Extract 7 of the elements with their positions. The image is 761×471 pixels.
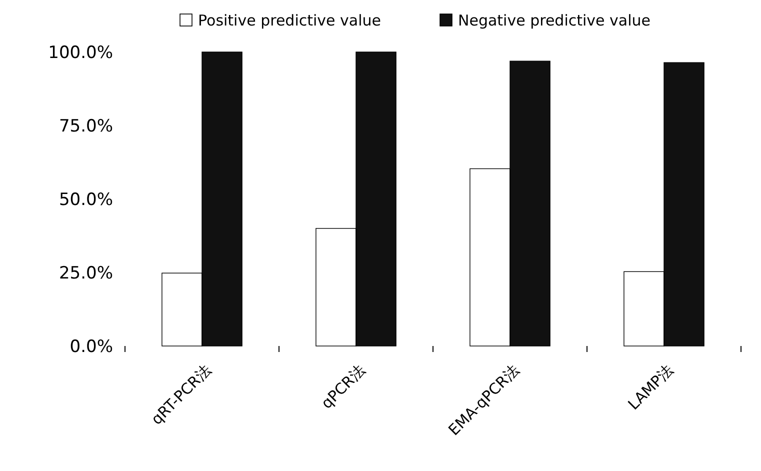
- y-tick-label: 75.0%: [58, 116, 113, 136]
- y-tick-label: 25.0%: [58, 263, 113, 284]
- legend-label: Positive predictive value: [198, 11, 382, 30]
- legend-label: Negative predictive value: [458, 11, 651, 30]
- y-tick-label: 100.0%: [48, 42, 113, 63]
- y-tick-label: 0.0%: [70, 336, 113, 357]
- y-tick-label: 50.0%: [58, 190, 113, 210]
